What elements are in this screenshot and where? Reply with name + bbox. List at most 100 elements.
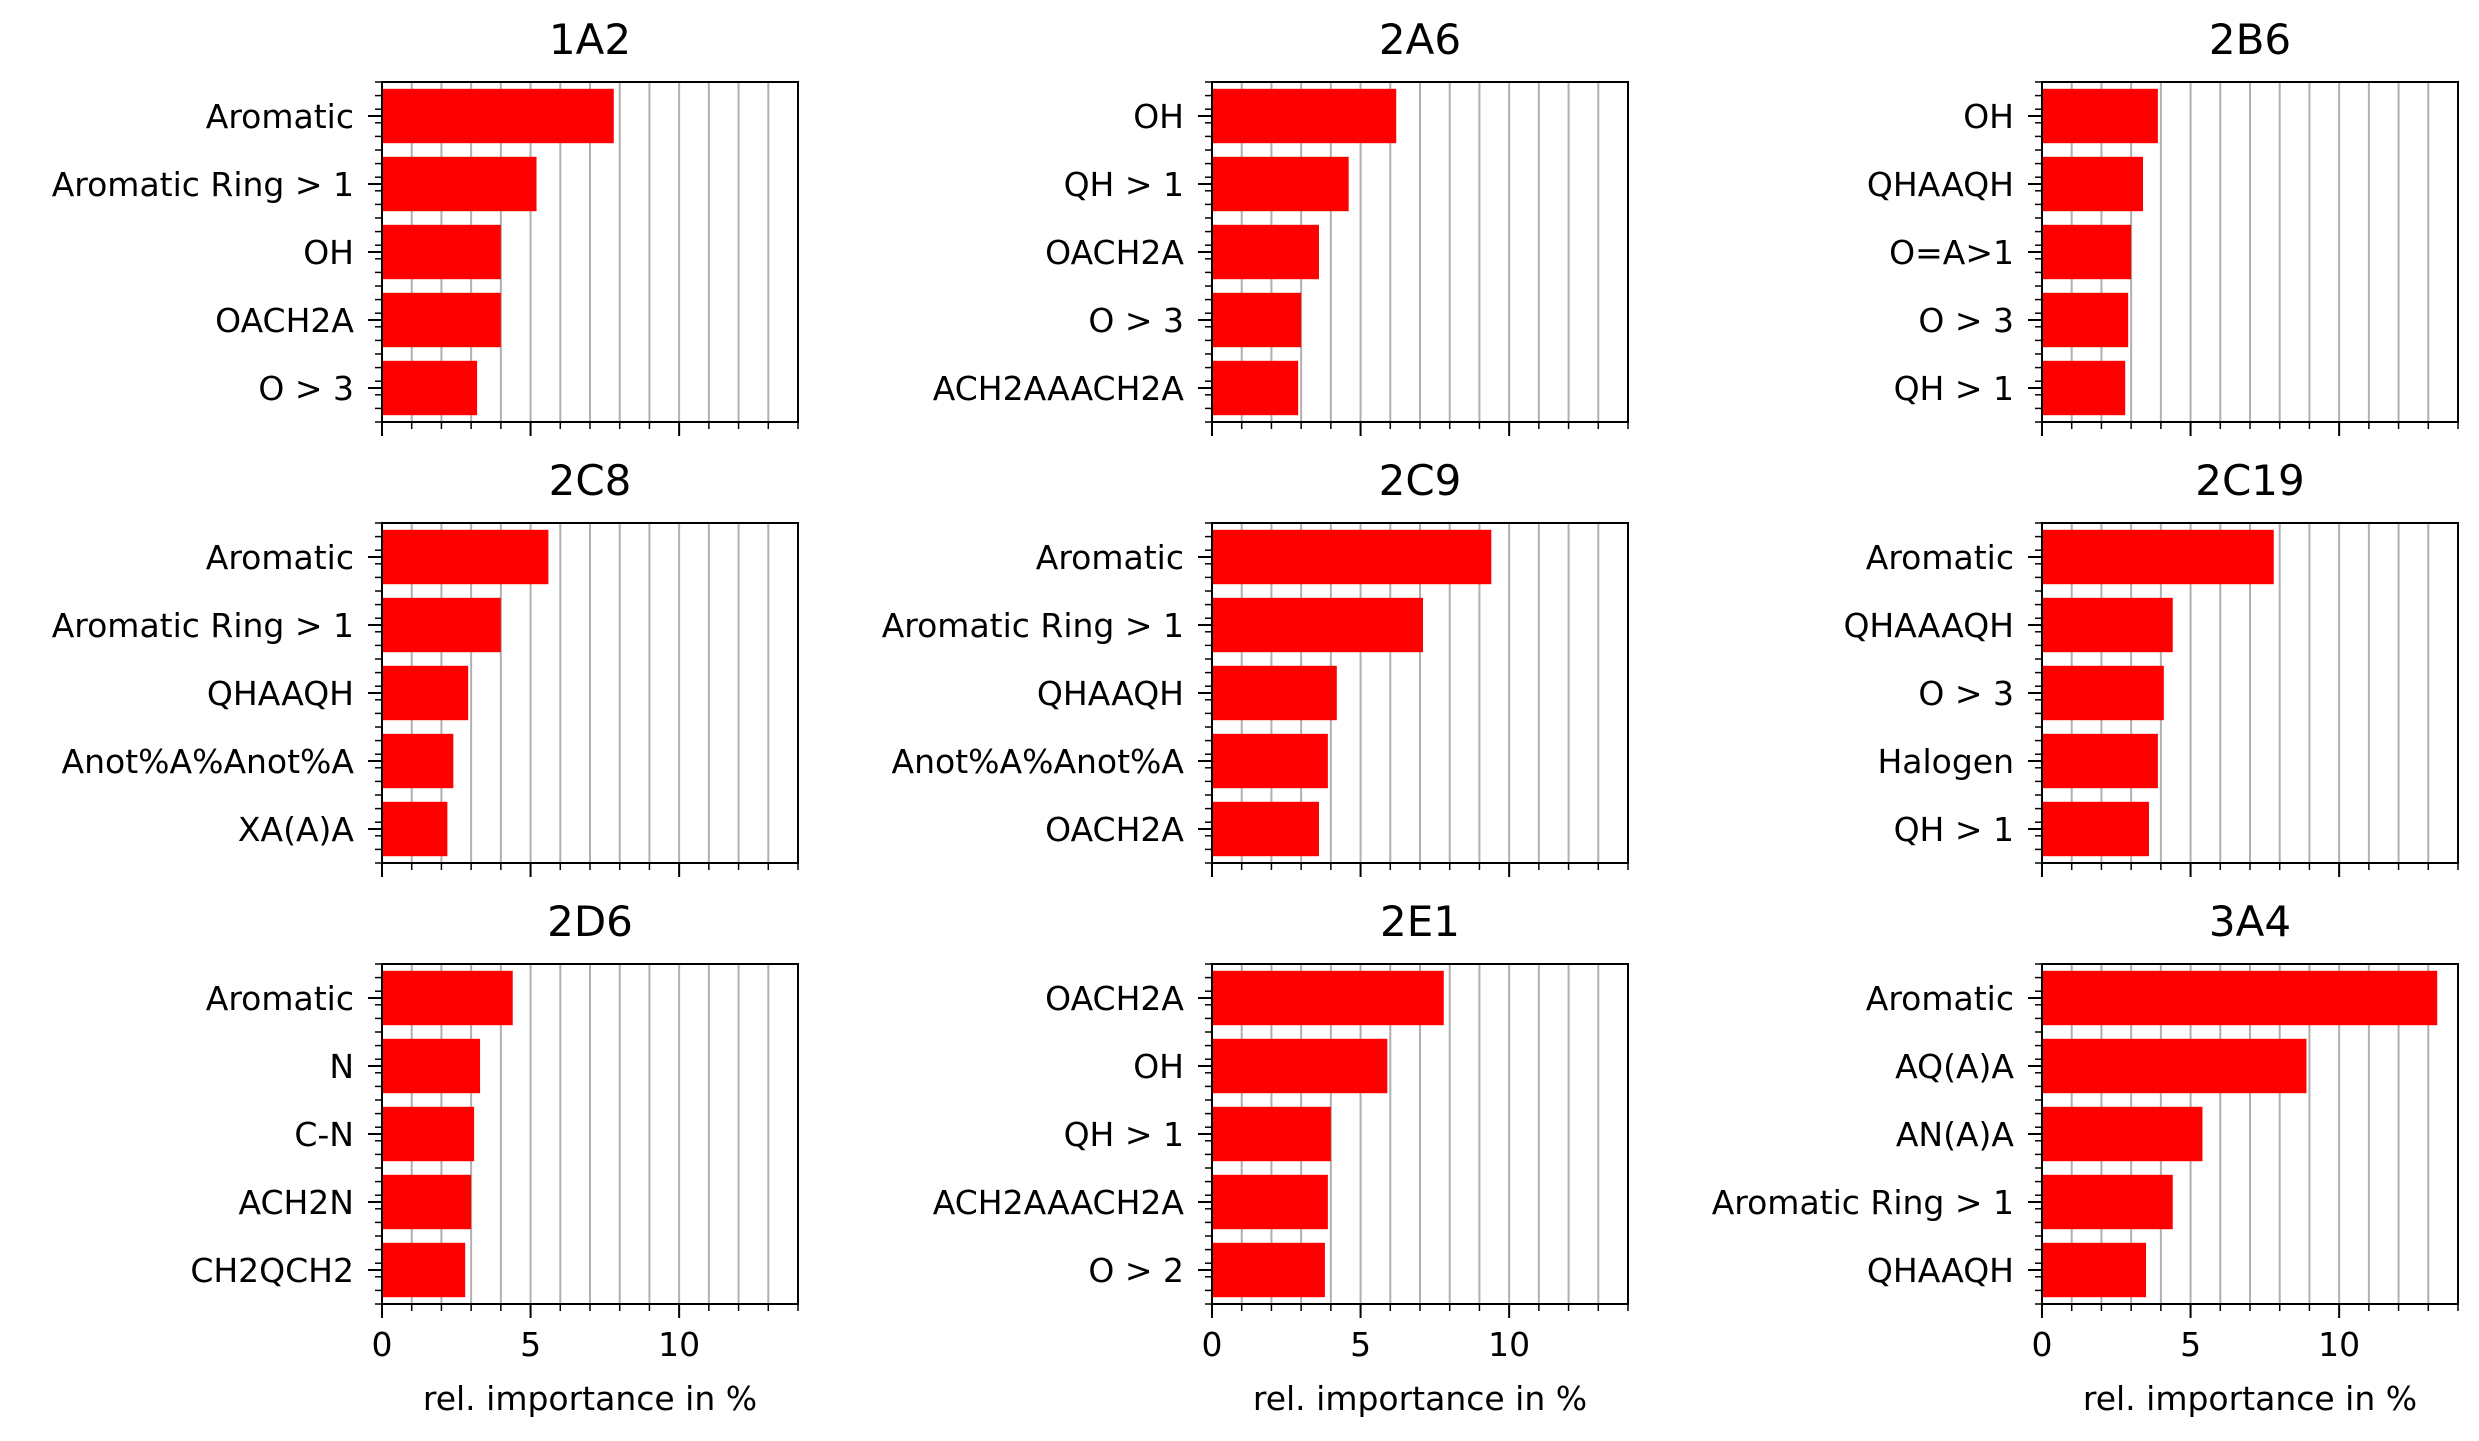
- panel-title: 2E1: [1380, 897, 1460, 946]
- category-label: QH > 1: [1894, 369, 2014, 408]
- panel-title: 2D6: [547, 897, 633, 946]
- category-label: ACH2AAACH2A: [933, 1183, 1185, 1222]
- bar: [382, 1242, 466, 1298]
- x-axis-label: rel. importance in %: [1253, 1379, 1587, 1418]
- bar: [2042, 1106, 2203, 1162]
- category-label: OACH2A: [1045, 810, 1184, 849]
- category-label: Anot%A%Anot%A: [62, 742, 355, 781]
- category-label: OACH2A: [1045, 233, 1184, 272]
- category-label: OACH2A: [215, 301, 354, 340]
- bar: [382, 1106, 475, 1162]
- panel-2c19: Aromatic QHAAAQH O > 3 Halogen QH > 1 2C19: [1843, 456, 2459, 877]
- bar: [1212, 1174, 1328, 1230]
- bar: [2042, 665, 2164, 721]
- bar: [2042, 733, 2158, 789]
- category-label: ACH2N: [238, 1183, 354, 1222]
- category-label: ACH2AAACH2A: [933, 369, 1185, 408]
- panel-2b6: OH QHAAQH O=A>1 O > 3 QH > 1 2B6: [1867, 15, 2459, 436]
- bar: [1212, 360, 1299, 416]
- x-tick-label: 0: [1202, 1325, 1223, 1364]
- bar: [382, 156, 537, 212]
- bar: [2042, 88, 2158, 144]
- bar: [1212, 156, 1349, 212]
- panel-2a6: OH QH > 1 OACH2A O > 3 ACH2AAACH2A 2A6: [933, 15, 1629, 436]
- category-label: OH: [1963, 97, 2014, 136]
- panel-3a4: Aromatic AQ(A)A AN(A)A Aromatic Ring > 1 QHA…: [1712, 897, 2459, 1418]
- bar: [1212, 665, 1337, 721]
- category-label: O > 3: [1088, 301, 1184, 340]
- bar: [1212, 88, 1397, 144]
- bar: [382, 292, 501, 348]
- category-label: OH: [1133, 97, 1184, 136]
- panel-title: 3A4: [2209, 897, 2291, 946]
- bar: [2042, 292, 2129, 348]
- panel-2c9: Aromatic Aromatic Ring > 1 QHAAQH Anot%A%An…: [882, 456, 1629, 877]
- x-tick-label: 0: [2032, 1325, 2053, 1364]
- category-label: Aromatic Ring > 1: [1712, 1183, 2014, 1222]
- bar: [382, 733, 454, 789]
- category-label: O=A>1: [1889, 233, 2014, 272]
- category-label: Aromatic: [206, 97, 354, 136]
- bar: [382, 88, 614, 144]
- x-axis-label: rel. importance in %: [423, 1379, 757, 1418]
- x-tick-label: 10: [2318, 1325, 2360, 1364]
- category-label: Aromatic Ring > 1: [52, 606, 354, 645]
- category-label: OH: [303, 233, 354, 272]
- category-label: O > 3: [1918, 674, 2014, 713]
- category-label: QHAAAQH: [1843, 606, 2014, 645]
- bar: [2042, 1038, 2307, 1094]
- category-label: C-N: [294, 1115, 354, 1154]
- x-tick-label: 5: [520, 1325, 541, 1364]
- category-label: QHAAQH: [1037, 674, 1184, 713]
- bar: [382, 665, 469, 721]
- panel-2e1: OACH2A OH QH > 1 ACH2AAACH2A O > 2 0 5 10 2E1 rel…: [933, 897, 1629, 1418]
- bar: [382, 970, 513, 1026]
- category-label: QH > 1: [1064, 165, 1184, 204]
- category-label: QH > 1: [1064, 1115, 1184, 1154]
- bar: [2042, 597, 2173, 653]
- bar: [1212, 1106, 1331, 1162]
- bar: [382, 597, 501, 653]
- bar: [382, 1174, 472, 1230]
- bar: [382, 224, 501, 280]
- bar: [1212, 1242, 1325, 1298]
- category-label: QHAAQH: [1867, 1251, 2014, 1290]
- category-label: Aromatic Ring > 1: [882, 606, 1184, 645]
- panel-title: 2C19: [2195, 456, 2305, 505]
- category-label: XA(A)A: [238, 810, 355, 849]
- category-label: N: [329, 1047, 354, 1086]
- x-tick-label: 0: [372, 1325, 393, 1364]
- bar: [1212, 970, 1444, 1026]
- category-label: Aromatic: [206, 979, 354, 1018]
- category-label: QHAAQH: [207, 674, 354, 713]
- panel-title: 1A2: [549, 15, 631, 64]
- bar: [2042, 970, 2438, 1026]
- category-label: OACH2A: [1045, 979, 1184, 1018]
- x-tick-label: 5: [1350, 1325, 1371, 1364]
- bar: [2042, 1174, 2173, 1230]
- category-label: QHAAQH: [1867, 165, 2014, 204]
- category-label: QH > 1: [1894, 810, 2014, 849]
- bar: [382, 1038, 481, 1094]
- category-label: Aromatic: [1036, 538, 1184, 577]
- category-label: Aromatic Ring > 1: [52, 165, 354, 204]
- bar: [1212, 801, 1319, 857]
- bar: [382, 529, 549, 585]
- bar: [1212, 292, 1302, 348]
- bar: [2042, 224, 2132, 280]
- bar: [1212, 597, 1423, 653]
- category-label: Anot%A%Anot%A: [892, 742, 1185, 781]
- category-label: Aromatic: [206, 538, 354, 577]
- panel-title: 2C9: [1379, 456, 1462, 505]
- panel-2c8: Aromatic Aromatic Ring > 1 QHAAQH Anot%A%An…: [52, 456, 799, 877]
- category-label: O > 3: [258, 369, 354, 408]
- bar: [2042, 529, 2274, 585]
- bar: [1212, 1038, 1388, 1094]
- x-tick-label: 5: [2180, 1325, 2201, 1364]
- category-label: OH: [1133, 1047, 1184, 1086]
- x-tick-label: 10: [1488, 1325, 1530, 1364]
- panel-title: 2A6: [1379, 15, 1461, 64]
- bar: [382, 360, 478, 416]
- panel-1a2: Aromatic Aromatic Ring > 1 OH OACH2A O > 3 1A…: [52, 15, 799, 436]
